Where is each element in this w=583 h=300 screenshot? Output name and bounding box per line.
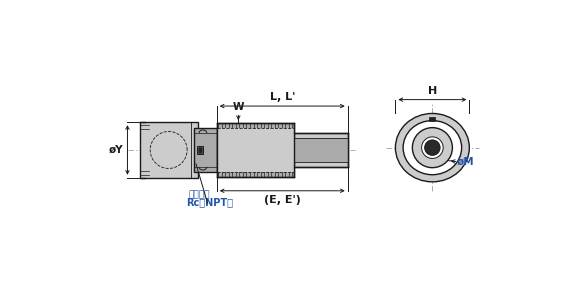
Text: 接続口径: 接続口径: [188, 190, 210, 199]
Polygon shape: [217, 128, 294, 172]
Text: L, L': L, L': [269, 92, 295, 102]
Circle shape: [412, 128, 452, 168]
Text: Rc（NPT）: Rc（NPT）: [186, 197, 233, 207]
Text: (E, E'): (E, E'): [264, 195, 301, 205]
Text: øY: øY: [109, 145, 124, 155]
Circle shape: [422, 137, 443, 158]
Polygon shape: [294, 138, 347, 162]
Polygon shape: [198, 147, 202, 153]
Ellipse shape: [403, 121, 462, 175]
Text: H: H: [428, 86, 437, 96]
Polygon shape: [294, 133, 347, 167]
Text: W: W: [233, 102, 244, 112]
Polygon shape: [196, 146, 203, 154]
Polygon shape: [194, 128, 217, 172]
Polygon shape: [429, 117, 436, 122]
Polygon shape: [217, 123, 294, 177]
Text: øM: øM: [457, 157, 475, 166]
Ellipse shape: [395, 113, 469, 182]
Polygon shape: [140, 122, 198, 178]
Circle shape: [424, 140, 440, 155]
